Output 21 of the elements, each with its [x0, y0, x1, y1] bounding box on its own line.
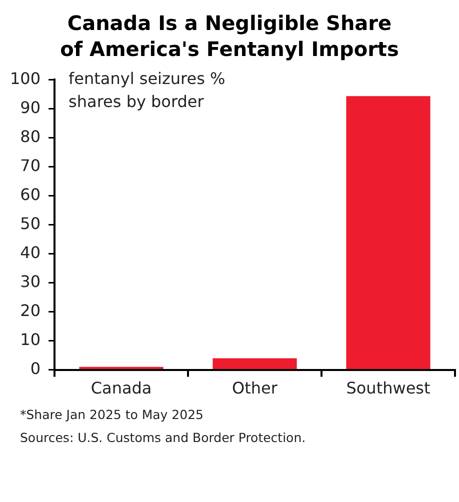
y-tick-label: 10 [20, 330, 41, 349]
y-axis-title: fentanyl seizures % shares by border [68, 68, 226, 111]
y-tick-label: 0 [30, 358, 41, 378]
bar [79, 366, 164, 370]
source-note: Sources: U.S. Customs and Border Protection. [20, 429, 307, 446]
text: *Share Jan 2025 to May 2025 [20, 406, 204, 423]
bar [346, 96, 430, 370]
y-tick-label: 50 [20, 214, 41, 233]
chart-title: Canada Is a Negligible Share of America's Fentanyl Imports [59, 10, 400, 62]
x-tick-label: Other [232, 378, 278, 398]
y-tick-label: 70 [20, 156, 41, 175]
y-tick-label: 90 [20, 98, 41, 117]
y-tick-label: 100 [10, 68, 41, 88]
y-tick-label: 60 [20, 184, 41, 204]
x-tick-label: Southwest [346, 378, 430, 398]
y-tick-label: 40 [20, 242, 41, 262]
x-tick-label: Canada [90, 378, 152, 398]
y-tick-label: 80 [20, 126, 41, 146]
y-tick-label: 20 [20, 300, 41, 320]
y-tick-label: 30 [20, 272, 41, 291]
bar [212, 358, 297, 370]
